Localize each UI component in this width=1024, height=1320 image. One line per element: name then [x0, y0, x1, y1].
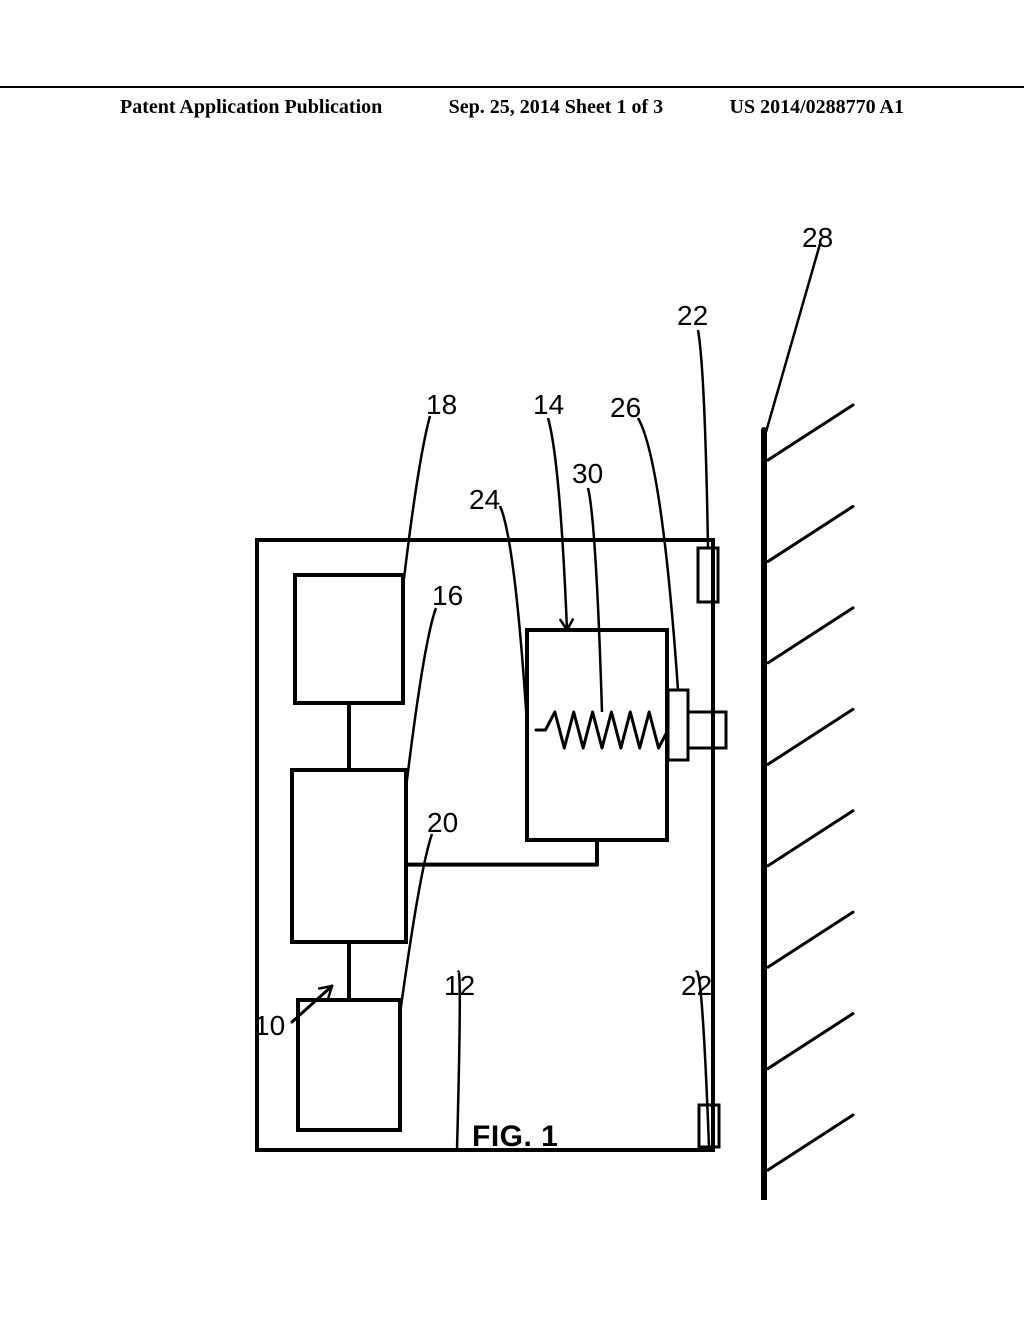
header-row: Patent Application Publication Sep. 25, …: [120, 96, 904, 119]
figure-1: 28 22 18 14 26 24 30 16 20 12 22 10 FIG.…: [0, 200, 1024, 1200]
page: Patent Application Publication Sep. 25, …: [0, 0, 1024, 1320]
header-rule: [0, 86, 1024, 88]
ref-10: 10: [254, 1010, 285, 1042]
ref-12: 12: [444, 970, 475, 1002]
figure-svg: [0, 200, 1024, 1200]
ref-24: 24: [469, 484, 500, 516]
ref-18: 18: [426, 389, 457, 421]
ref-22-bot: 22: [681, 970, 712, 1002]
header-right: US 2014/0288770 A1: [730, 96, 904, 119]
ref-30: 30: [572, 458, 603, 490]
ref-14: 14: [533, 389, 564, 421]
header-left: Patent Application Publication: [120, 96, 382, 119]
ref-20: 20: [427, 807, 458, 839]
ref-22-top: 22: [677, 300, 708, 332]
ref-16: 16: [432, 580, 463, 612]
figure-caption: FIG. 1: [472, 1120, 558, 1154]
ref-26: 26: [610, 392, 641, 424]
ref-28: 28: [802, 222, 833, 254]
header-center: Sep. 25, 2014 Sheet 1 of 3: [449, 96, 663, 119]
